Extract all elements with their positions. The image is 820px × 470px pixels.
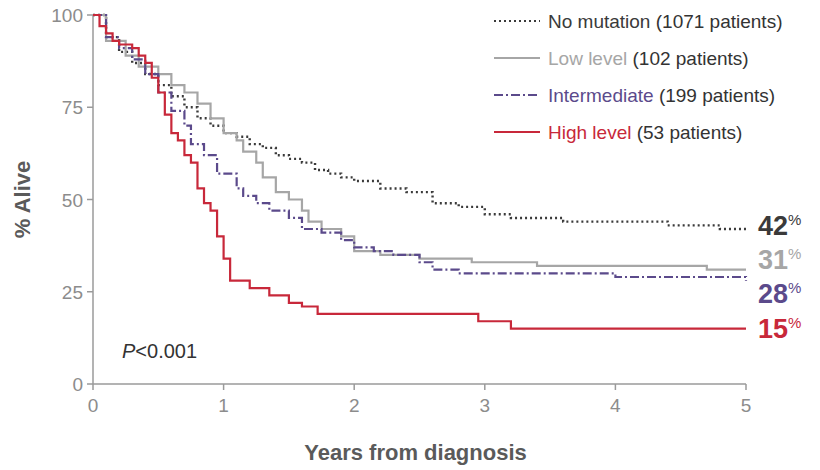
y-tick — [87, 199, 93, 201]
legend-swatch — [494, 57, 540, 59]
end-label-number: 42 — [758, 211, 788, 241]
end-label-unit: % — [788, 245, 801, 262]
x-tick-label: 4 — [610, 395, 621, 416]
end-label-number: 28 — [758, 279, 788, 309]
end-label-number: 31 — [758, 245, 788, 275]
x-axis-title: Years from diagnosis — [304, 440, 527, 465]
x-tick — [745, 384, 747, 390]
x-tick — [223, 384, 225, 390]
x-tick — [92, 384, 94, 390]
y-tick — [87, 14, 93, 16]
end-label-number: 15 — [758, 314, 788, 344]
y-tick — [87, 291, 93, 293]
annotation-part: <0.001 — [135, 340, 197, 362]
legend: No mutation (1071 patients) Low level (10… — [494, 11, 782, 143]
y-tick-label: 25 — [62, 282, 83, 303]
y-tick-label: 100 — [51, 5, 83, 26]
x-tick-label: 5 — [741, 395, 752, 416]
legend-label-part: (1071 patients) — [650, 11, 782, 32]
x-tick — [615, 384, 617, 390]
y-tick — [87, 383, 93, 385]
end-label-unit: % — [788, 314, 801, 331]
legend-label: High level (53 patients) — [548, 122, 742, 143]
legend-label-part: Low level — [548, 48, 627, 69]
legend-swatch — [494, 94, 540, 96]
y-axis-title: % Alive — [10, 161, 35, 238]
x-tick — [353, 384, 355, 390]
end-label: 28% — [758, 279, 801, 309]
legend-label: No mutation (1071 patients) — [548, 11, 782, 32]
x-tick-label: 3 — [480, 395, 491, 416]
end-label: 31% — [758, 245, 801, 275]
y-tick-label: 75 — [62, 97, 83, 118]
x-tick — [484, 384, 486, 390]
end-label-unit: % — [788, 279, 801, 296]
legend-label-part: (199 patients) — [654, 85, 775, 106]
annotation-part: P — [122, 340, 136, 362]
x-tick-label: 1 — [218, 395, 229, 416]
annotation: P<0.001 — [122, 340, 197, 362]
legend-label-part: Intermediate — [548, 85, 654, 106]
legend-swatch — [494, 131, 540, 133]
y-tick-label: 0 — [72, 374, 83, 395]
x-tick-label: 2 — [349, 395, 360, 416]
legend-swatch — [494, 20, 540, 22]
end-label: 15% — [758, 314, 801, 344]
chart: 0 25 50 75 100 0 1 2 3 4 5 Years from diagnosis % Al… — [0, 0, 820, 470]
legend-label-part: (53 patients) — [631, 122, 742, 143]
legend-label: Intermediate (199 patients) — [548, 85, 775, 106]
y-tick-label: 50 — [62, 190, 83, 211]
end-label: 42% — [758, 211, 801, 241]
end-label-unit: % — [788, 211, 801, 228]
x-axis — [93, 383, 746, 385]
legend-label-part: No mutation — [548, 11, 650, 32]
legend-label-part: High level — [548, 122, 631, 143]
legend-label: Low level (102 patients) — [548, 48, 749, 69]
legend-label-part: (102 patients) — [627, 48, 748, 69]
x-tick-label: 0 — [88, 395, 99, 416]
y-tick — [87, 107, 93, 109]
